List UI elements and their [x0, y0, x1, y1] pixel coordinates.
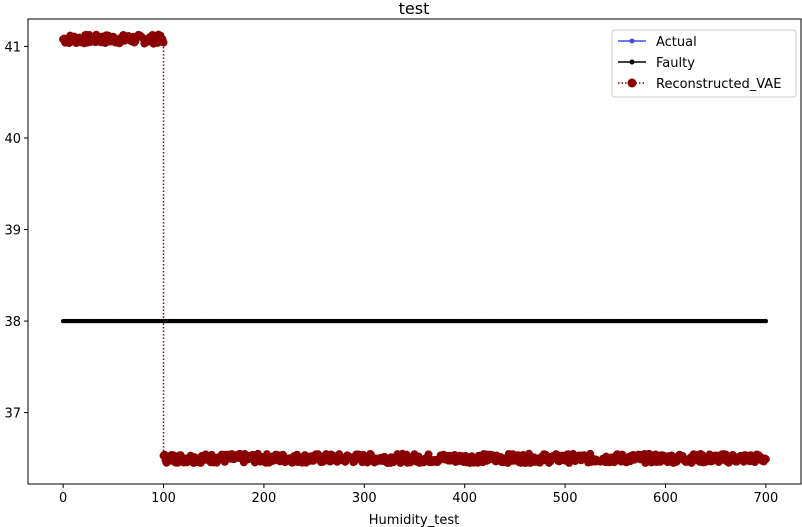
x-tick-label: 700	[753, 491, 778, 506]
x-tick-label: 300	[352, 491, 377, 506]
x-axis: 0 100 200 300 400 500 600 700	[59, 484, 778, 506]
legend: Actual Faulty Reconstructed_VAE	[611, 29, 797, 98]
vae-point	[761, 455, 770, 464]
y-tick-label: 39	[4, 224, 21, 239]
x-tick-label: 0	[59, 491, 67, 506]
legend-marker	[629, 38, 635, 44]
x-axis-label: Humidity_test	[369, 513, 459, 527]
legend-label: Faulty	[656, 56, 695, 71]
x-tick-label: 600	[653, 491, 678, 506]
y-tick-label: 37	[4, 407, 21, 422]
y-axis: 37 38 39 40 41	[4, 40, 28, 422]
faulty-point	[763, 318, 769, 324]
vae-point	[159, 38, 168, 47]
chart-title: test	[399, 0, 430, 18]
plot-frame	[27, 18, 802, 485]
legend-marker	[627, 78, 637, 88]
x-tick-label: 200	[252, 491, 277, 506]
legend-box	[611, 29, 797, 98]
legend-label: Actual	[656, 35, 697, 50]
y-tick-label: 38	[4, 315, 21, 330]
y-tick-label: 40	[4, 132, 21, 147]
x-tick-label: 500	[553, 491, 578, 506]
x-tick-label: 100	[151, 491, 176, 506]
legend-marker	[629, 59, 635, 65]
x-tick-label: 400	[452, 491, 477, 506]
legend-label: Reconstructed_VAE	[656, 77, 781, 92]
y-tick-label: 41	[4, 40, 21, 55]
vae-point	[396, 458, 405, 467]
plot-marks	[59, 30, 770, 467]
